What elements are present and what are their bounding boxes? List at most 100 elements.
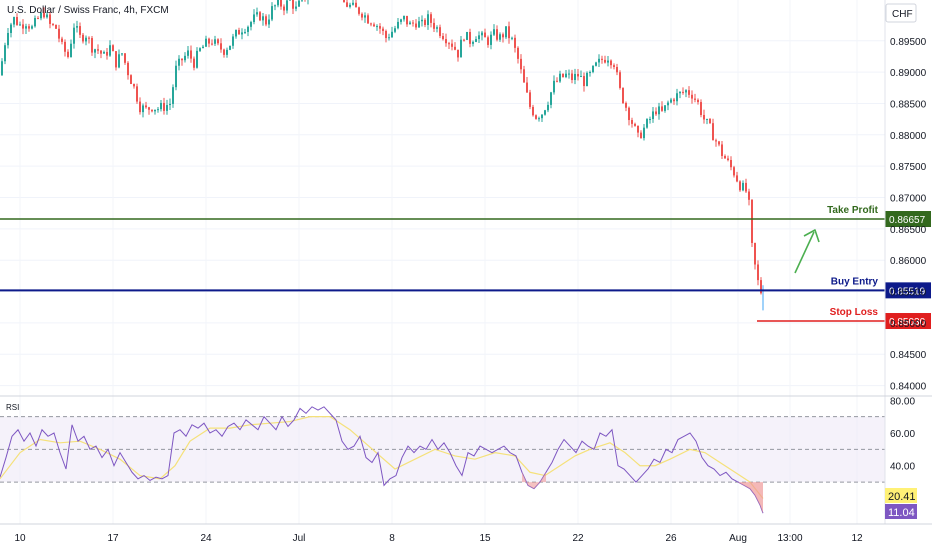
candle-body — [574, 73, 576, 81]
candle-body — [502, 34, 504, 38]
candle-body — [616, 66, 618, 73]
candle-body — [685, 90, 687, 93]
price-tick-label: 0.88000 — [890, 131, 927, 142]
candle-body — [1, 61, 3, 76]
price-tick-label: 0.85500 — [890, 288, 927, 299]
candle-body — [433, 22, 435, 29]
time-tick-label: 13:00 — [777, 533, 802, 544]
price-tick-label: 0.87500 — [890, 162, 927, 173]
candle-body — [613, 65, 615, 67]
candle-body — [553, 80, 555, 93]
candle-body — [526, 82, 528, 93]
candle-body — [373, 24, 375, 27]
price-candles — [1, 0, 764, 311]
candle-body — [88, 37, 90, 39]
rsi-axis[interactable]: 80.00 60.00 40.00 — [890, 396, 915, 472]
chart-title: U.S. Dollar / Swiss Franc, 4h, FXCM — [7, 5, 169, 16]
price-axis[interactable]: 0.89500 0.89000 0.88500 0.88000 0.87500 0.870… — [890, 37, 927, 393]
candle-body — [19, 24, 21, 26]
candle-body — [103, 51, 105, 54]
candle-body — [256, 12, 258, 15]
candle-body — [448, 43, 450, 45]
candle-body — [700, 102, 702, 115]
take-profit-label: Take Profit — [827, 205, 879, 216]
candle-body — [673, 99, 675, 102]
rsi-title: RSI — [6, 403, 19, 412]
candle-body — [226, 49, 228, 55]
candle-body — [220, 43, 222, 50]
candle-body — [43, 12, 45, 18]
candle-body — [658, 106, 660, 115]
candle-body — [517, 47, 519, 59]
candle-body — [568, 73, 570, 75]
time-tick-label: 12 — [851, 533, 863, 544]
candle-body — [127, 62, 129, 76]
candle-body — [124, 53, 126, 63]
candle-body — [10, 24, 12, 33]
candle-body — [409, 22, 411, 25]
candle-body — [679, 91, 681, 94]
candle-body — [265, 16, 267, 25]
candle-body — [232, 36, 234, 46]
candle-body — [358, 7, 360, 14]
candle-body — [160, 102, 162, 110]
candle-body — [385, 30, 387, 39]
candle-body — [730, 160, 732, 168]
candle-body — [352, 2, 354, 5]
candle-body — [694, 98, 696, 100]
candle-body — [592, 65, 594, 73]
time-tick-label: 22 — [572, 533, 584, 544]
candle-body — [115, 51, 117, 68]
candle-body — [97, 49, 99, 51]
candle-body — [703, 114, 705, 120]
time-axis[interactable]: 10 17 24 Jul 8 15 22 26 Aug 13:00 12 — [14, 533, 863, 544]
candle-body — [22, 24, 24, 29]
candle-body — [37, 18, 39, 20]
candle-body — [247, 26, 249, 32]
candle-body — [193, 58, 195, 68]
candle-body — [727, 158, 729, 161]
candle-body — [349, 4, 351, 7]
candle-body — [544, 110, 546, 115]
candle-body — [715, 140, 717, 142]
candle-body — [508, 26, 510, 39]
candle-body — [376, 26, 378, 28]
rsi-panel — [0, 416, 885, 483]
candle-body — [460, 39, 462, 58]
candle-body — [391, 31, 393, 38]
currency-box[interactable] — [885, 3, 917, 23]
candle-body — [625, 102, 627, 108]
candle-body — [445, 39, 447, 44]
candle-body — [121, 53, 123, 55]
candle-body — [559, 73, 561, 82]
candle-body — [478, 35, 480, 40]
candle-body — [718, 141, 720, 145]
candle-body — [145, 105, 147, 108]
candle-body — [382, 28, 384, 31]
candle-body — [217, 39, 219, 44]
candle-body — [595, 62, 597, 66]
candle-body — [208, 38, 210, 44]
candle-body — [442, 35, 444, 40]
candle-body — [61, 38, 63, 42]
candle-body — [367, 15, 369, 24]
price-tick-label: 0.88500 — [890, 99, 927, 110]
candle-body — [541, 114, 543, 119]
candle-body — [187, 50, 189, 56]
candle-body — [583, 76, 585, 87]
trade-levels: Take Profit 0.86657 Buy Entry 0.85519 Stop L… — [0, 205, 931, 330]
candle-body — [463, 39, 465, 41]
candle-body — [268, 19, 270, 25]
candle-body — [202, 46, 204, 49]
candle-body — [79, 26, 81, 35]
candle-body — [427, 14, 429, 26]
candle-body — [13, 17, 15, 25]
candle-body — [283, 6, 285, 11]
candle-body — [628, 107, 630, 121]
candle-body — [55, 24, 57, 29]
candle-body — [394, 28, 396, 32]
price-tick-label: 0.84000 — [890, 382, 927, 393]
candle-body — [466, 31, 468, 40]
candle-body — [85, 37, 87, 42]
